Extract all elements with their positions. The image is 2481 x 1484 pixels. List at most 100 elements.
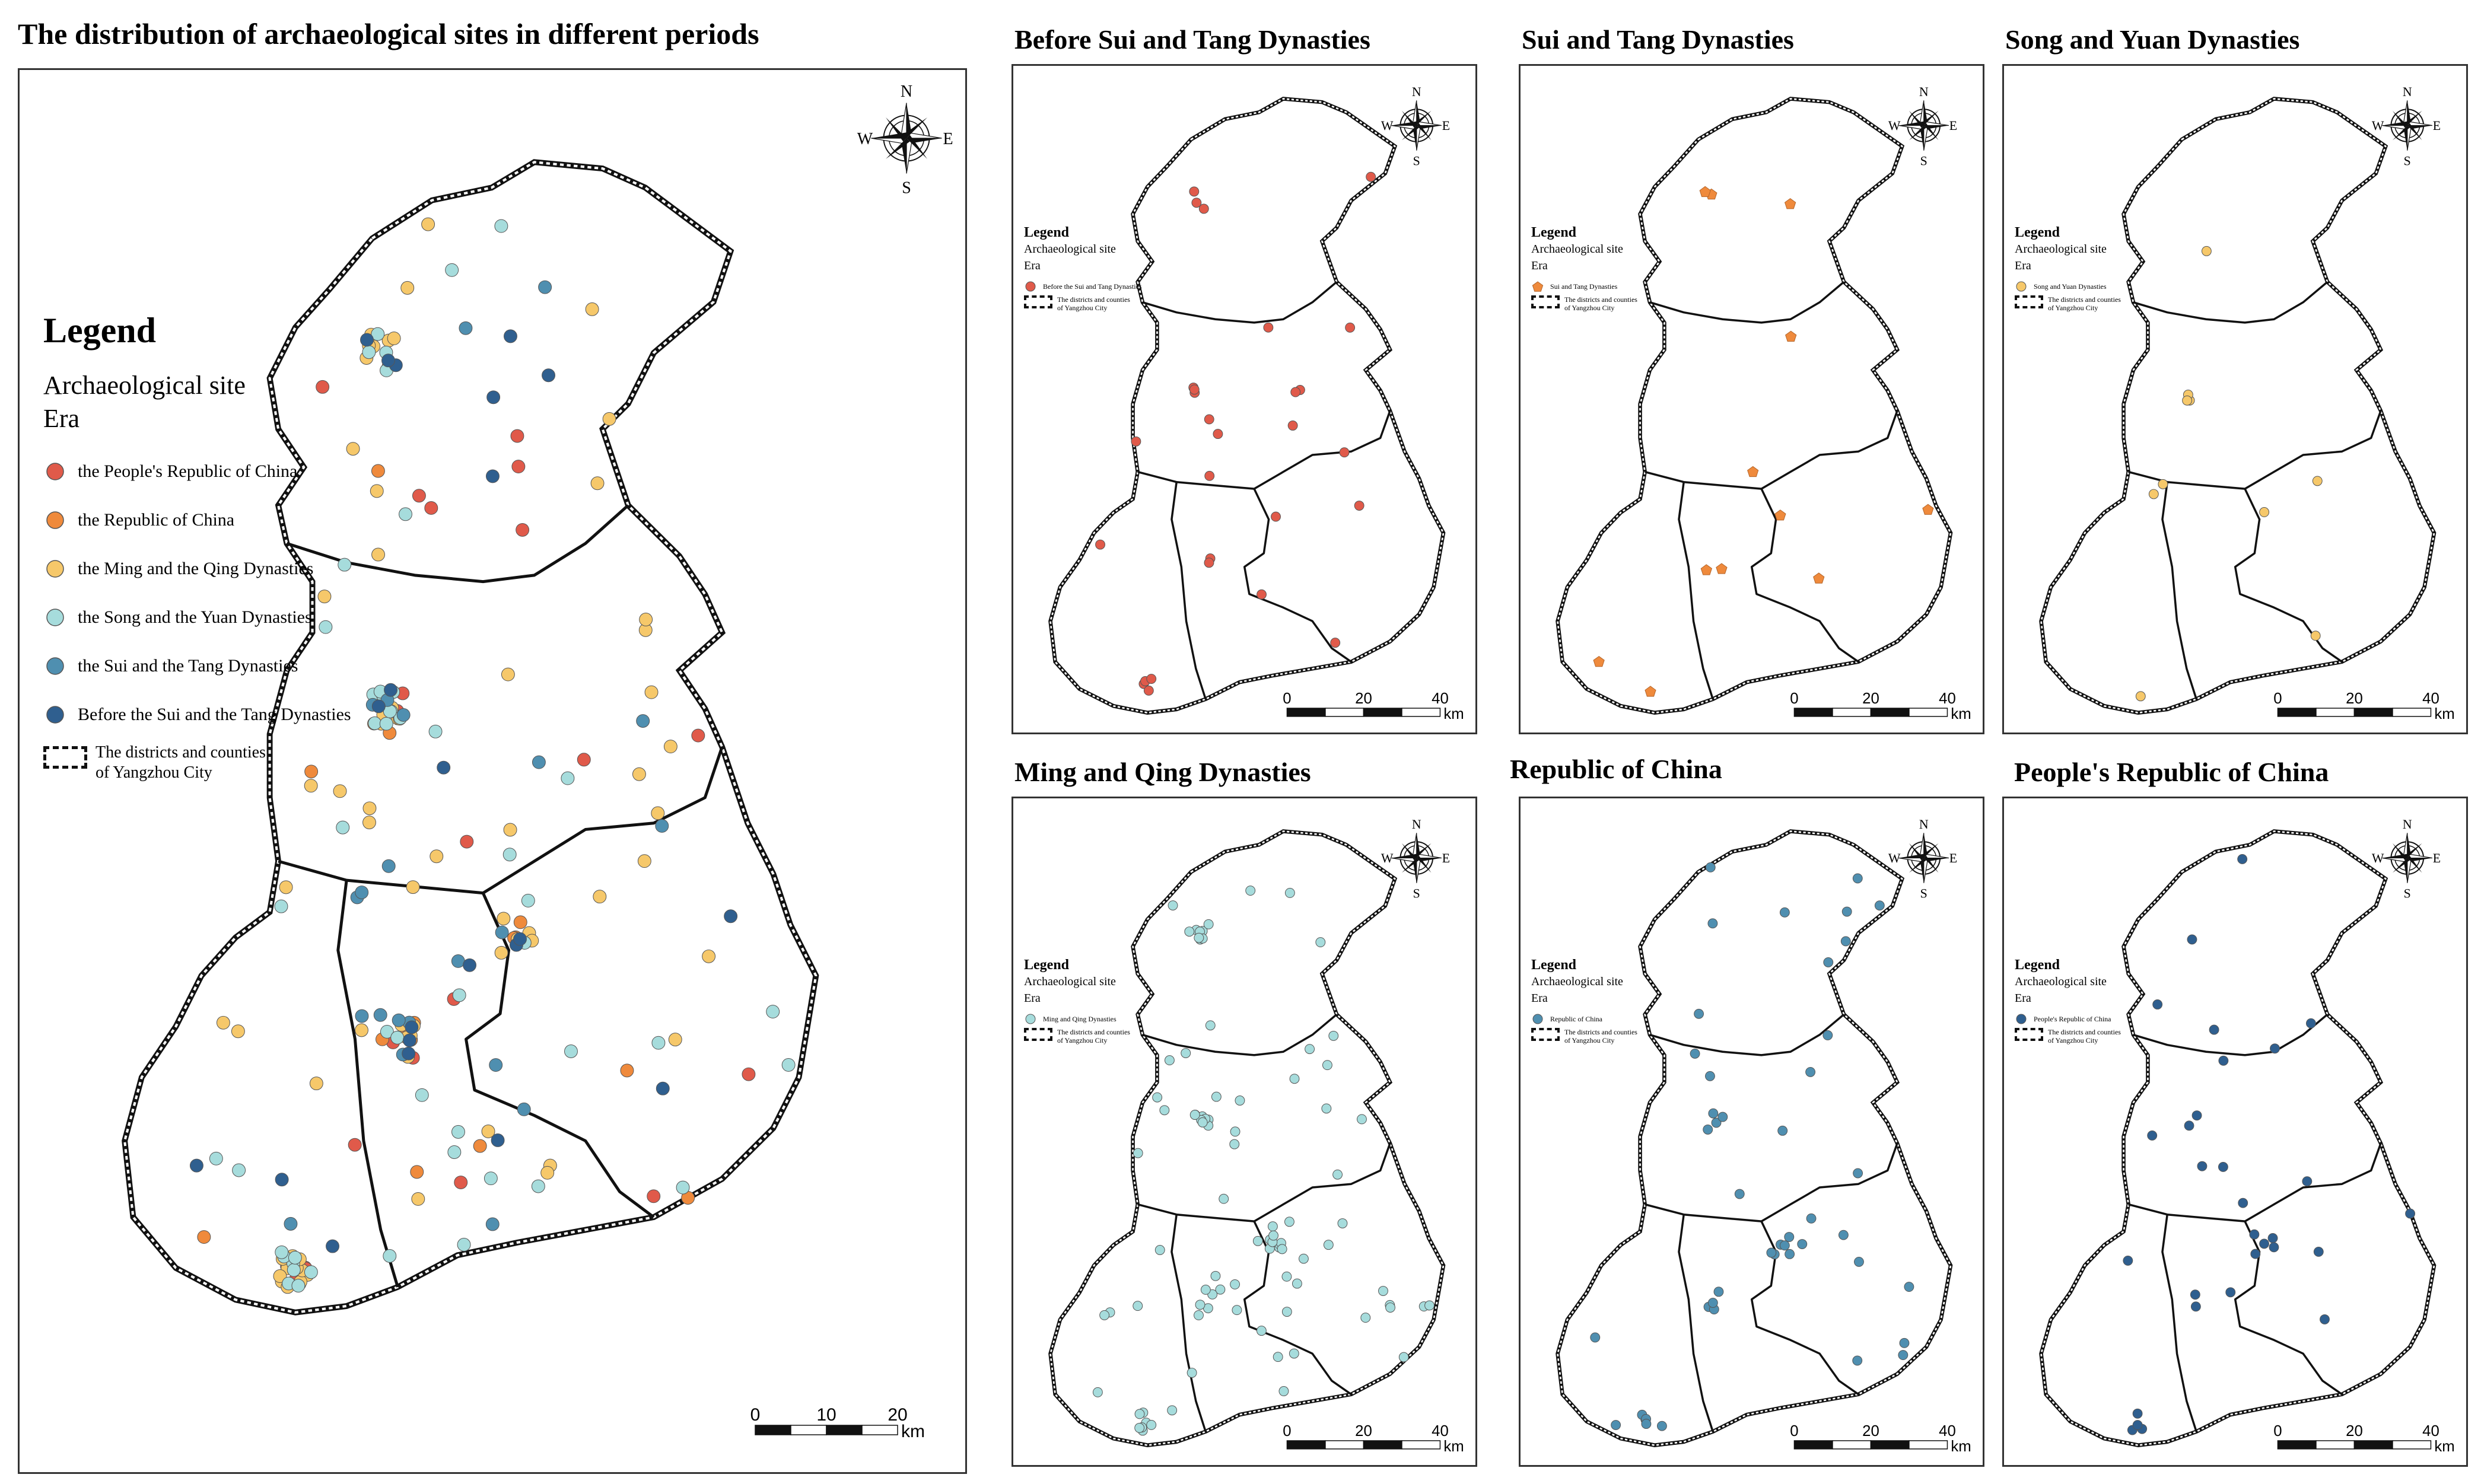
panel-legend-item: Sui and Tang Dynasties [1531, 280, 1709, 293]
district-boundary [2234, 488, 2343, 663]
panel-legend: Legend Archaeological site Era Republic of … [1531, 957, 1709, 1044]
site-point [273, 1269, 287, 1283]
site-point [1717, 1112, 1728, 1122]
site-point [1187, 1368, 1197, 1378]
site-point [1292, 1278, 1302, 1289]
site-point [1898, 1350, 1909, 1361]
panel-legend-boundary-line2: of Yangzhou City [2048, 1036, 2098, 1044]
site-point [781, 1058, 796, 1072]
site-point [1152, 1092, 1163, 1103]
boundary-outline [1048, 97, 1446, 715]
scale-tick-label: 0 [1790, 690, 1798, 707]
site-point [371, 699, 386, 714]
site-point [494, 945, 508, 960]
site-point [2269, 1242, 2279, 1253]
site-point [1322, 1060, 1332, 1071]
district-boundary [1750, 1221, 1859, 1396]
site-point [702, 949, 716, 963]
site-point [1189, 384, 1200, 395]
panel-legend-boundary-line1: The districts and counties [1057, 1028, 1130, 1036]
scale-tick-label: 0 [1790, 1423, 1798, 1440]
site-point [370, 484, 384, 498]
compass-rose-icon: N S E W [1888, 817, 1957, 901]
site-point [1805, 1066, 1816, 1077]
site-point [1204, 470, 1215, 481]
site-point [1257, 589, 1267, 600]
legend-point-icon [2016, 1014, 2027, 1024]
site-point [639, 613, 653, 626]
main-legend: Legend Archaeological site Era the Peopl… [43, 310, 399, 783]
district-boundary [2133, 1013, 2329, 1056]
legend-point-icon [46, 463, 64, 480]
site-point [585, 302, 599, 316]
boundary-symbol [2015, 1028, 2043, 1041]
site-point [1766, 1247, 1777, 1258]
site-point [481, 1125, 495, 1138]
site-point [1716, 563, 1728, 574]
site-point [1271, 511, 1281, 522]
legend-point-icon [1532, 1014, 1543, 1024]
site-point [1711, 1117, 1722, 1128]
site-point [1299, 1253, 1309, 1264]
site-point [333, 784, 347, 798]
site-point [1146, 1420, 1157, 1430]
site-point [647, 1189, 661, 1203]
site-point [1611, 1420, 1621, 1430]
site-point [371, 464, 385, 478]
site-point [1357, 1114, 1367, 1125]
district-boundary [1142, 1013, 1338, 1056]
panel-legend-subheading: Archaeological site [1531, 243, 1623, 256]
site-point [2259, 1238, 2269, 1249]
panel-legend-item: People's Republic of China [2015, 1012, 2193, 1026]
panel-legend-boundary-line1: The districts and counties [2048, 1028, 2121, 1036]
compass-label-s: S [1413, 154, 1420, 168]
site-point [1337, 1218, 1348, 1228]
district-boundary [1137, 410, 1391, 490]
site-point [501, 667, 515, 682]
site-point [387, 331, 401, 345]
site-point [742, 1067, 756, 1081]
compass-rose-icon: N S E W [1888, 85, 1957, 168]
site-point [463, 958, 476, 972]
site-point [766, 1005, 780, 1019]
site-point [396, 708, 411, 722]
site-point [1398, 1352, 1409, 1362]
site-point [620, 1063, 634, 1078]
panel-legend-field: Era [1024, 992, 1041, 1005]
compass-label-s: S [2404, 887, 2411, 901]
scale-tick-label: 40 [1939, 1423, 1956, 1440]
site-point [1840, 936, 1851, 947]
site-point [460, 835, 474, 849]
boundary-symbol [1531, 1028, 1560, 1041]
site-point [1181, 1048, 1191, 1058]
site-point [510, 429, 524, 443]
panel-legend: Legend Archaeological site Era Ming and Qin… [1024, 957, 1202, 1044]
site-point [2132, 1420, 2143, 1431]
district-boundary [1142, 281, 1338, 324]
site-point [1305, 1044, 1315, 1055]
legend-point-icon [46, 609, 64, 626]
site-point [1700, 564, 1713, 575]
site-point [1197, 1117, 1208, 1128]
compass-label-w: W [2372, 851, 2384, 865]
site-point [1211, 1091, 1222, 1102]
district-boundary [465, 892, 655, 1219]
main-legend-item: Before the Sui and the Tang Dynasties [43, 690, 399, 739]
site-point [2249, 1229, 2260, 1240]
site-point [2312, 476, 2323, 486]
site-point [497, 912, 511, 926]
site-point [1252, 1235, 1263, 1246]
compass-label-w: W [1381, 119, 1394, 133]
main-legend-item-label: the People's Republic of China [78, 461, 298, 481]
site-point [590, 476, 605, 491]
site-point [494, 219, 508, 233]
site-point [1134, 1422, 1145, 1433]
site-point [1164, 1055, 1175, 1066]
site-point [2147, 1130, 2158, 1141]
site-point [348, 1138, 362, 1152]
site-point [1321, 1103, 1332, 1114]
